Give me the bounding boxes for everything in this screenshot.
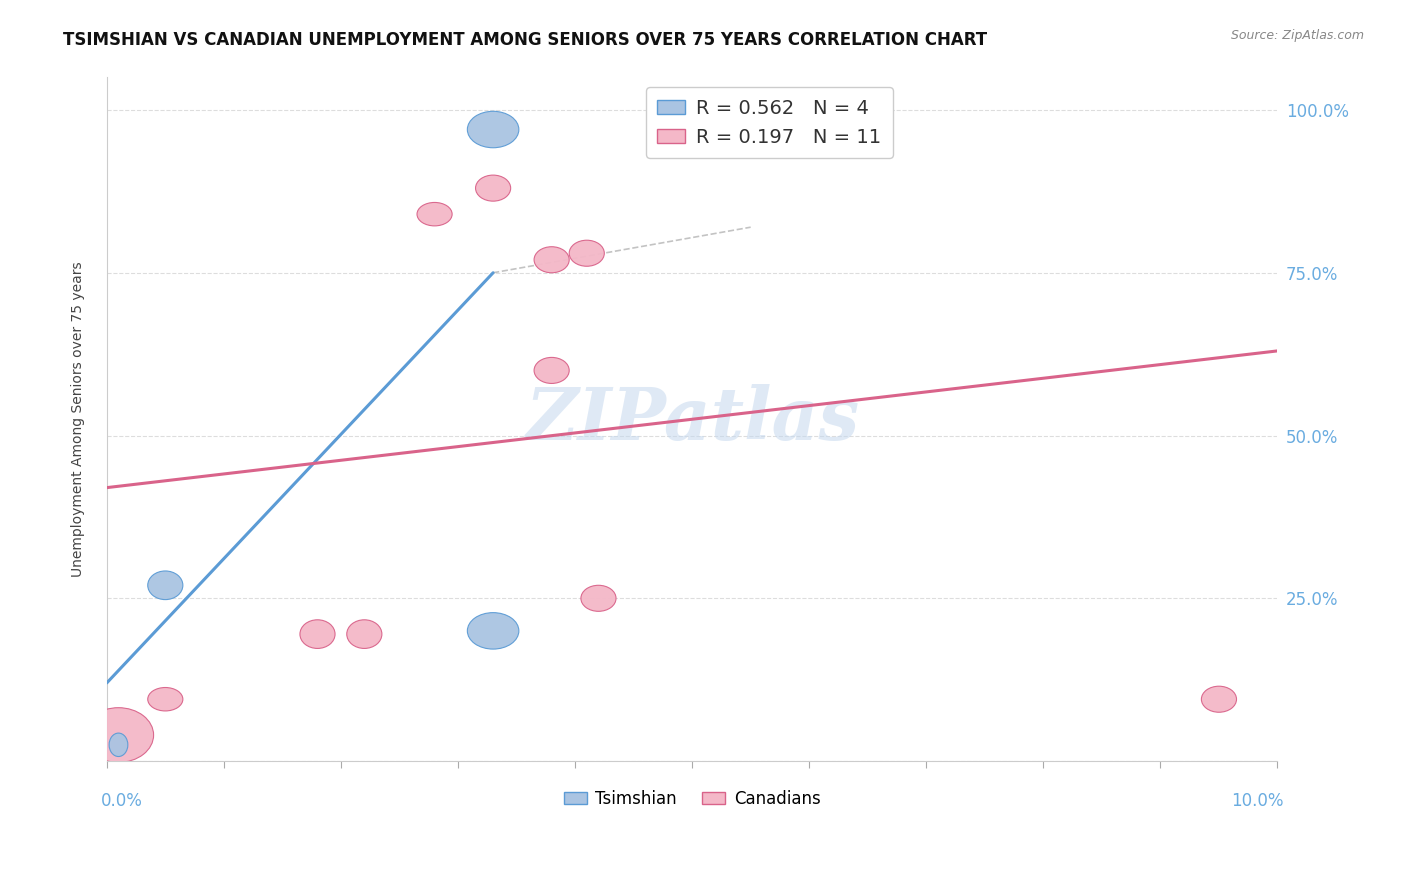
Ellipse shape bbox=[581, 585, 616, 611]
Ellipse shape bbox=[467, 112, 519, 148]
Ellipse shape bbox=[418, 202, 453, 226]
Ellipse shape bbox=[569, 240, 605, 266]
Text: 10.0%: 10.0% bbox=[1230, 792, 1284, 810]
Ellipse shape bbox=[467, 613, 519, 649]
Text: Source: ZipAtlas.com: Source: ZipAtlas.com bbox=[1230, 29, 1364, 42]
Ellipse shape bbox=[148, 688, 183, 711]
Legend: Tsimshian, Canadians: Tsimshian, Canadians bbox=[557, 783, 827, 814]
Ellipse shape bbox=[148, 571, 183, 599]
Ellipse shape bbox=[347, 620, 382, 648]
Ellipse shape bbox=[110, 733, 128, 756]
Ellipse shape bbox=[534, 358, 569, 384]
Text: ZIPatlas: ZIPatlas bbox=[524, 384, 859, 455]
Text: TSIMSHIAN VS CANADIAN UNEMPLOYMENT AMONG SENIORS OVER 75 YEARS CORRELATION CHART: TSIMSHIAN VS CANADIAN UNEMPLOYMENT AMONG… bbox=[63, 31, 987, 49]
Ellipse shape bbox=[1201, 686, 1236, 712]
Ellipse shape bbox=[475, 175, 510, 201]
Ellipse shape bbox=[299, 620, 335, 648]
Ellipse shape bbox=[534, 247, 569, 273]
Ellipse shape bbox=[83, 707, 153, 763]
Y-axis label: Unemployment Among Seniors over 75 years: Unemployment Among Seniors over 75 years bbox=[72, 261, 86, 577]
Text: 0.0%: 0.0% bbox=[101, 792, 143, 810]
